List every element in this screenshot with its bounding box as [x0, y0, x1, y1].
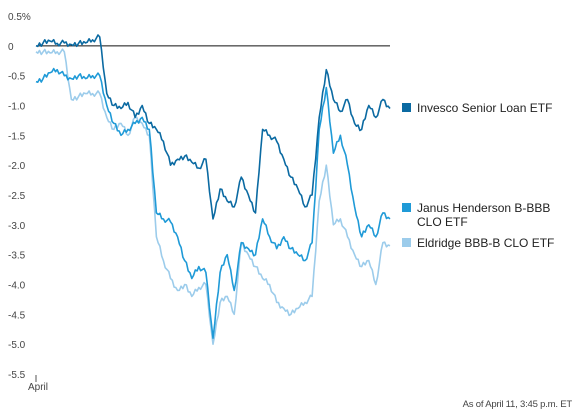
x-axis: April: [28, 375, 48, 393]
legend-swatch-0: [402, 103, 411, 112]
legend-label-1: Janus Henderson B-BBB CLO ETF: [417, 201, 550, 229]
y-tick-label: -3.0: [8, 221, 26, 232]
series-line-2: [35, 48, 391, 345]
legend-label-2: Eldridge BBB-B CLO ETF: [417, 236, 554, 250]
footnote: As of April 11, 3:45 p.m. ET: [462, 399, 573, 410]
y-tick-label: -2.0: [8, 161, 26, 172]
series-lines: [35, 34, 391, 345]
y-tick-label: -5.0: [8, 340, 26, 351]
y-axis-ticks: 0.5% 0 -0.5 -1.0 -1.5 -2.0 -2.5 -3.0 -3.5 -4.0 -4.…: [8, 12, 390, 381]
legend-label-0: Invesco Senior Loan ETF: [417, 101, 552, 115]
y-tick-label: 0.5%: [8, 12, 31, 23]
y-tick-label: 0: [8, 42, 14, 53]
y-tick-label: -3.5: [8, 251, 26, 262]
y-tick-label: -4.5: [8, 310, 26, 321]
series-line-1: [35, 67, 391, 339]
y-tick-label: -1.0: [8, 102, 26, 113]
y-tick-label: -0.5: [8, 72, 26, 83]
y-tick-label: -1.5: [8, 131, 26, 142]
legend-swatch-2: [402, 238, 411, 247]
x-tick-label: April: [28, 382, 48, 393]
y-tick-label: -5.5: [8, 370, 26, 381]
legend: Invesco Senior Loan ETF Janus Henderson B…: [402, 101, 554, 250]
series-line-0: [35, 34, 391, 220]
y-tick-label: -4.0: [8, 281, 26, 292]
legend-swatch-1: [402, 203, 411, 212]
y-tick-label: -2.5: [8, 191, 26, 202]
